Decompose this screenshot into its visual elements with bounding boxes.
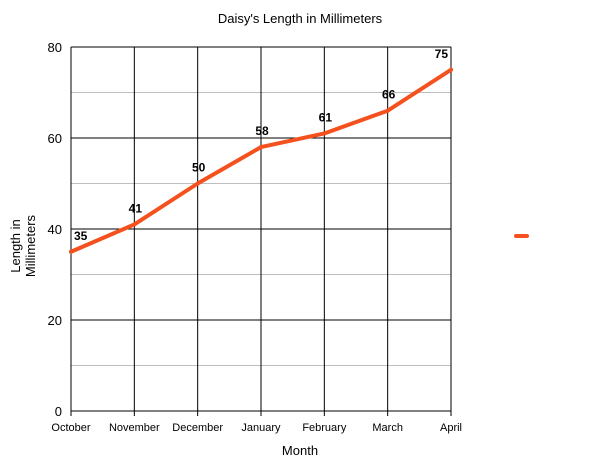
x-axis-ticks: October November December January February Ma… (51, 422, 462, 434)
y-axis-title: Length in Millimeters (8, 214, 38, 277)
x-tick-label: April (440, 422, 462, 434)
y-axis-title-line-1: Length in (8, 219, 23, 273)
y-axis-title-line-2: Millimeters (23, 214, 38, 277)
x-tick-label: November (109, 422, 160, 434)
y-tick-label: 20 (48, 313, 62, 328)
data-label: 66 (382, 88, 396, 102)
data-point (322, 131, 327, 136)
data-point (449, 67, 453, 72)
grid (70, 46, 452, 416)
x-tick-label: December (172, 422, 223, 434)
x-tick-label: February (302, 422, 347, 434)
data-label: 50 (192, 161, 206, 175)
data-point (69, 249, 73, 254)
x-tick-label: March (372, 422, 403, 434)
x-axis-title: Month (282, 443, 318, 458)
y-tick-label: 60 (48, 131, 62, 146)
data-label: 58 (255, 124, 269, 138)
data-point (385, 108, 390, 113)
series (69, 67, 453, 254)
x-tick-label: October (51, 422, 90, 434)
data-labels: 35 41 50 58 61 66 75 (74, 47, 448, 243)
data-label: 35 (74, 229, 88, 243)
chart-title: Daisy's Length in Millimeters (218, 11, 383, 26)
data-label: 75 (435, 47, 449, 61)
data-point (259, 145, 263, 150)
y-tick-label: 40 (48, 222, 62, 237)
data-label: 41 (129, 201, 143, 215)
y-tick-label: 80 (48, 40, 62, 55)
y-tick-label: 0 (55, 404, 62, 419)
data-label: 61 (319, 110, 333, 124)
data-point (132, 222, 137, 227)
data-point (195, 181, 200, 186)
y-axis-ticks: 0 20 40 60 80 (48, 40, 62, 419)
x-tick-label: January (241, 422, 281, 434)
